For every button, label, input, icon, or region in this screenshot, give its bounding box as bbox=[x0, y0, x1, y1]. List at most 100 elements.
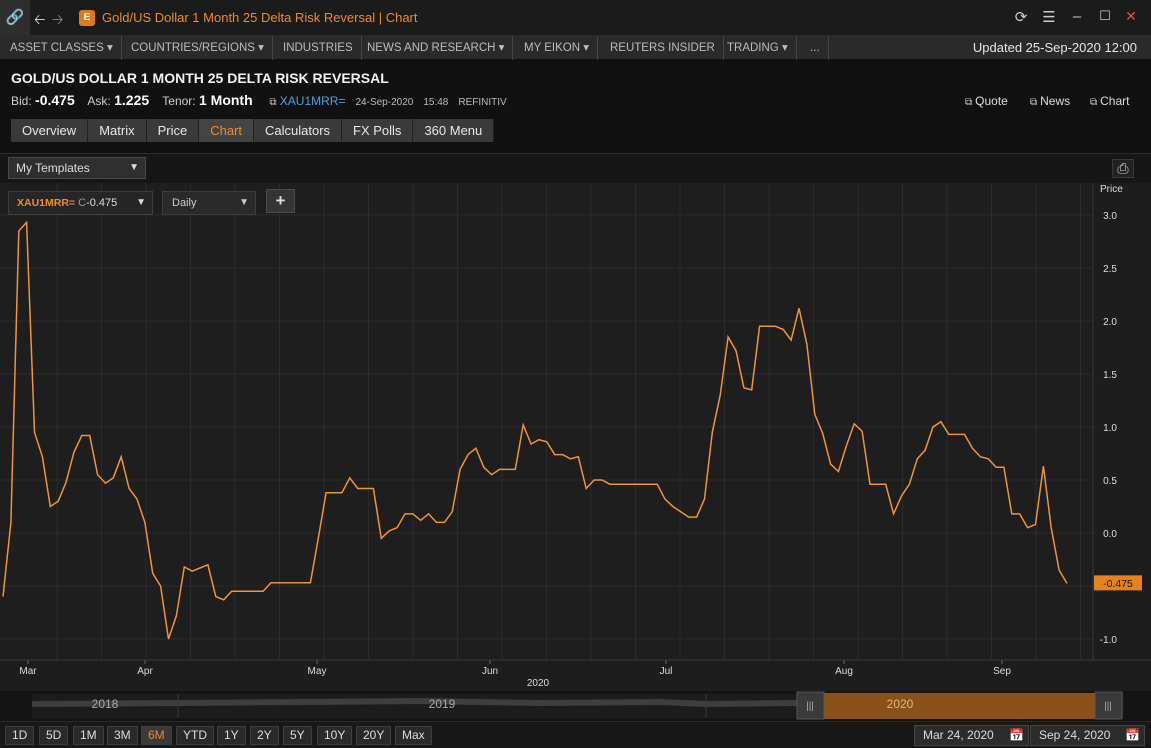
dropdown-arrow-icon: ▼ bbox=[136, 197, 146, 208]
hamburger-menu-icon[interactable]: ☰ bbox=[1042, 9, 1056, 26]
minimize-icon[interactable]: – bbox=[1072, 8, 1082, 25]
popout-icon: ⧉ bbox=[1030, 97, 1038, 108]
range-2y-button[interactable]: 2Y bbox=[250, 726, 279, 745]
tenor-value: 1 Month bbox=[198, 92, 253, 108]
range-1m-button[interactable]: 1M bbox=[73, 726, 104, 745]
window-title: Gold/US Dollar 1 Month 25 Delta Risk Rev… bbox=[102, 10, 418, 25]
navigator-left-handle bbox=[796, 691, 825, 720]
date-from-value: Mar 24, 2020 bbox=[923, 728, 994, 742]
add-series-button[interactable]: + bbox=[266, 189, 295, 213]
nav-my-eikon[interactable]: MY EIKON ▾ bbox=[516, 36, 598, 60]
eikon-logo-icon: E bbox=[79, 10, 95, 26]
navigator-year-2018: 2018 bbox=[92, 697, 119, 711]
range-20y-button[interactable]: 20Y bbox=[356, 726, 392, 745]
x-tick-label: Mar bbox=[19, 666, 37, 677]
svg-text:|||: ||| bbox=[1104, 701, 1112, 712]
series-selector[interactable]: XAU1MRR= C-0.475 ▼ bbox=[8, 191, 153, 215]
dropdown-arrow-icon: ▼ bbox=[129, 162, 139, 173]
range-5y-button[interactable]: 5Y bbox=[283, 726, 312, 745]
x-tick-label: Apr bbox=[137, 666, 153, 677]
y-tick-label: 0.0 bbox=[1103, 529, 1117, 540]
ric-link[interactable]: XAU1MRR= bbox=[279, 94, 346, 108]
print-icon[interactable]: ⎙ bbox=[1112, 159, 1134, 178]
y-tick-label: 0.5 bbox=[1103, 476, 1117, 487]
date-from-field[interactable]: Mar 24, 2020 📅 bbox=[914, 725, 1029, 746]
nav-countries-regions[interactable]: COUNTRIES/REGIONS ▾ bbox=[123, 36, 273, 60]
x-tick-label: Jul bbox=[660, 666, 673, 677]
date-to-field[interactable]: Sep 24, 2020 📅 bbox=[1030, 725, 1145, 746]
series-ric: XAU1MRR= bbox=[17, 197, 76, 209]
calendar-icon[interactable]: 📅 bbox=[1009, 728, 1024, 742]
main-nav-bar: ASSET CLASSES ▾ COUNTRIES/REGIONS ▾ INDU… bbox=[0, 36, 1151, 60]
quote-time: 15:48 bbox=[423, 97, 449, 108]
range-1y-button[interactable]: 1Y bbox=[217, 726, 246, 745]
bid-label: Bid: bbox=[11, 94, 32, 108]
y-tick-label: 3.0 bbox=[1103, 211, 1117, 222]
popout-icon: ⧉ bbox=[965, 97, 973, 108]
range-1d-button[interactable]: 1D bbox=[5, 726, 35, 745]
nav-industries[interactable]: INDUSTRIES bbox=[275, 36, 362, 60]
templates-dropdown[interactable]: My Templates ▼ bbox=[8, 157, 146, 179]
refresh-icon[interactable]: ⟳ bbox=[1014, 9, 1028, 26]
ask-value: 1.225 bbox=[114, 92, 150, 108]
y-tick-label: 1.5 bbox=[1103, 370, 1117, 381]
nav-news-research[interactable]: NEWS AND RESEARCH ▾ bbox=[359, 36, 514, 60]
dropdown-arrow-icon: ▼ bbox=[239, 197, 249, 208]
y-tick-label: 2.0 bbox=[1103, 317, 1117, 328]
tab-calculators[interactable]: Calculators bbox=[254, 119, 343, 142]
x-tick-label: Jun bbox=[482, 666, 498, 677]
maximize-icon[interactable]: ☐ bbox=[1099, 8, 1111, 23]
time-navigator[interactable]: ||| ||| 2018 2019 2020 bbox=[0, 691, 1151, 721]
instrument-title: GOLD/US DOLLAR 1 MONTH 25 DELTA RISK REV… bbox=[11, 70, 389, 86]
range-10y-button[interactable]: 10Y bbox=[317, 726, 353, 745]
date-to-value: Sep 24, 2020 bbox=[1039, 728, 1111, 742]
templates-label: My Templates bbox=[16, 161, 90, 175]
ask-label: Ask: bbox=[87, 94, 111, 108]
instrument-header: GOLD/US DOLLAR 1 MONTH 25 DELTA RISK REV… bbox=[0, 61, 1151, 153]
tab-360-menu[interactable]: 360 Menu bbox=[413, 119, 495, 142]
close-icon[interactable]: ✕ bbox=[1125, 8, 1137, 24]
tab-price[interactable]: Price bbox=[146, 119, 200, 142]
navigator-year-2020: 2020 bbox=[887, 697, 914, 711]
nav-asset-classes[interactable]: ASSET CLASSES ▾ bbox=[2, 36, 122, 60]
range-max-button[interactable]: Max bbox=[395, 726, 432, 745]
quote-link[interactable]: ⧉ Quote bbox=[965, 94, 1008, 108]
x-axis-labels: Mar Apr May Jun Jul Aug Sep bbox=[19, 660, 1011, 677]
tab-matrix[interactable]: Matrix bbox=[88, 119, 147, 142]
nav-reuters-insider[interactable]: REUTERS INSIDER bbox=[602, 36, 724, 60]
y-tick-label: 2.5 bbox=[1103, 264, 1117, 275]
link-icon[interactable]: 🔗 bbox=[0, 0, 30, 36]
y-axis-title: Price bbox=[1100, 184, 1123, 195]
tab-fx-polls[interactable]: FX Polls bbox=[342, 119, 414, 142]
last-value-tag: -0.475 bbox=[1094, 575, 1142, 591]
chart-link[interactable]: ⧉ Chart bbox=[1090, 94, 1130, 108]
calendar-icon[interactable]: 📅 bbox=[1125, 728, 1140, 742]
back-arrow-icon[interactable]: 🡠 bbox=[34, 11, 46, 27]
y-tick-label: -1.0 bbox=[1100, 635, 1118, 646]
nav-more[interactable]: ... bbox=[802, 36, 829, 60]
year-label: 2020 bbox=[527, 678, 550, 689]
x-tick-label: May bbox=[308, 666, 327, 677]
x-tick-label: Sep bbox=[993, 666, 1011, 677]
forward-arrow-icon[interactable]: 🡢 bbox=[52, 11, 64, 27]
instrument-tabs: Overview Matrix Price Chart Calculators … bbox=[11, 119, 495, 142]
chart-toolbar: My Templates ▼ ⎙ bbox=[0, 153, 1151, 183]
range-5d-button[interactable]: 5D bbox=[39, 726, 69, 745]
svg-text:|||: ||| bbox=[806, 701, 814, 712]
popout-icon: ⧉ bbox=[1090, 97, 1098, 108]
range-3m-button[interactable]: 3M bbox=[107, 726, 138, 745]
series-close-label: C bbox=[78, 197, 87, 209]
navigator-window bbox=[820, 693, 1098, 719]
range-bar: 1D 5D 1M 3M 6M YTD 1Y 2Y 5Y 10Y 20Y Max … bbox=[0, 721, 1151, 748]
quote-line: Bid: -0.475 Ask: 1.225 Tenor: 1 Month ⧉ … bbox=[11, 92, 507, 108]
news-link[interactable]: ⧉ News bbox=[1030, 94, 1071, 108]
price-chart[interactable]: 3.02.52.01.51.00.50.0-0.5-1.0 MarAprMayJ… bbox=[0, 183, 1151, 691]
x-tick-label: Aug bbox=[835, 666, 853, 677]
interval-dropdown[interactable]: Daily ▼ bbox=[162, 191, 256, 215]
range-ytd-button[interactable]: YTD bbox=[176, 726, 214, 745]
popout-icon[interactable]: ⧉ bbox=[269, 97, 277, 108]
tab-overview[interactable]: Overview bbox=[11, 119, 89, 142]
nav-trading[interactable]: TRADING ▾ bbox=[719, 36, 797, 60]
tab-chart[interactable]: Chart bbox=[199, 119, 254, 142]
range-6m-button[interactable]: 6M bbox=[141, 726, 172, 745]
